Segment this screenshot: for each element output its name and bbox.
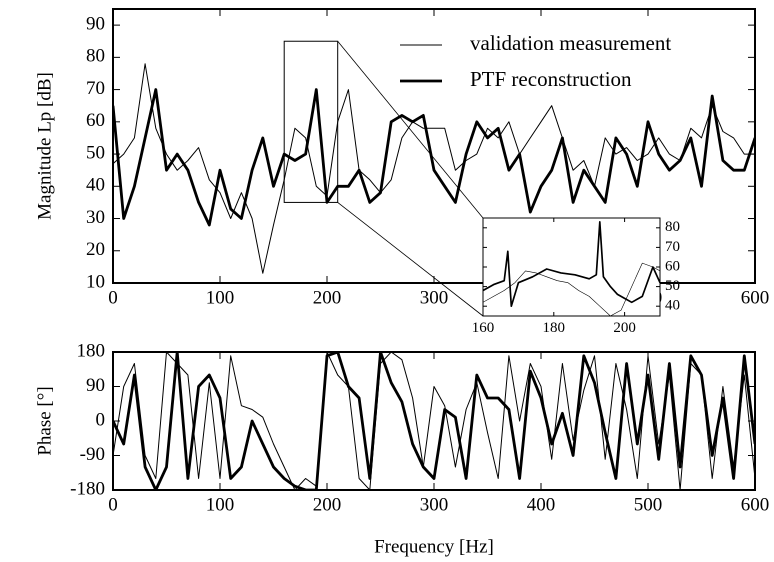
x-tick-label: 200 (313, 288, 342, 309)
y-tick-label: 40 (665, 298, 680, 314)
y-axis-label: Phase [°] (34, 386, 55, 455)
y-tick-label: 10 (86, 271, 105, 292)
x-tick-label: 100 (206, 495, 235, 516)
x-tick-label: 200 (613, 320, 636, 336)
series-line (483, 221, 660, 308)
zoom-connector (337, 40, 484, 219)
y-tick-label: 180 (77, 340, 106, 361)
x-tick-label: 600 (741, 495, 770, 516)
series-line (113, 63, 755, 274)
y-tick-label: 50 (665, 278, 680, 294)
x-axis-label: Frequency [Hz] (374, 536, 494, 557)
y-tick-label: -90 (80, 444, 105, 465)
x-tick-label: 0 (108, 495, 118, 516)
series-line (113, 352, 755, 490)
x-tick-label: 600 (741, 288, 770, 309)
x-tick-label: 200 (313, 495, 342, 516)
axes-frame (112, 351, 756, 491)
legend-label: validation measurement (470, 31, 671, 55)
y-tick-label: 70 (86, 78, 105, 99)
zoom-connector (337, 202, 484, 317)
x-tick-label: 100 (206, 288, 235, 309)
y-tick-label: 50 (86, 142, 105, 163)
y-axis-label: Magnitude Lp [dB] (34, 72, 55, 220)
zoom-box (283, 40, 339, 203)
y-tick-label: -180 (70, 478, 105, 499)
x-tick-label: 500 (634, 495, 663, 516)
y-tick-label: 30 (86, 207, 105, 228)
x-tick-label: 180 (543, 320, 566, 336)
series-line (113, 352, 755, 490)
y-tick-label: 60 (665, 258, 680, 274)
x-tick-label: 300 (420, 288, 449, 309)
y-tick-label: 60 (86, 110, 105, 131)
x-tick-label: 300 (420, 495, 449, 516)
y-tick-label: 40 (86, 175, 105, 196)
x-tick-label: 0 (108, 288, 118, 309)
series-line (113, 88, 755, 227)
x-tick-label: 160 (472, 320, 495, 336)
y-tick-label: 80 (665, 219, 680, 235)
legend-label: PTF reconstruction (470, 67, 632, 91)
y-tick-label: 90 (86, 375, 105, 396)
y-tick-label: 90 (86, 13, 105, 34)
y-tick-label: 20 (86, 239, 105, 260)
x-tick-label: 400 (527, 495, 556, 516)
series-line (483, 262, 660, 316)
y-tick-label: 70 (665, 239, 680, 255)
y-tick-label: 0 (96, 409, 106, 430)
y-tick-label: 80 (86, 46, 105, 67)
